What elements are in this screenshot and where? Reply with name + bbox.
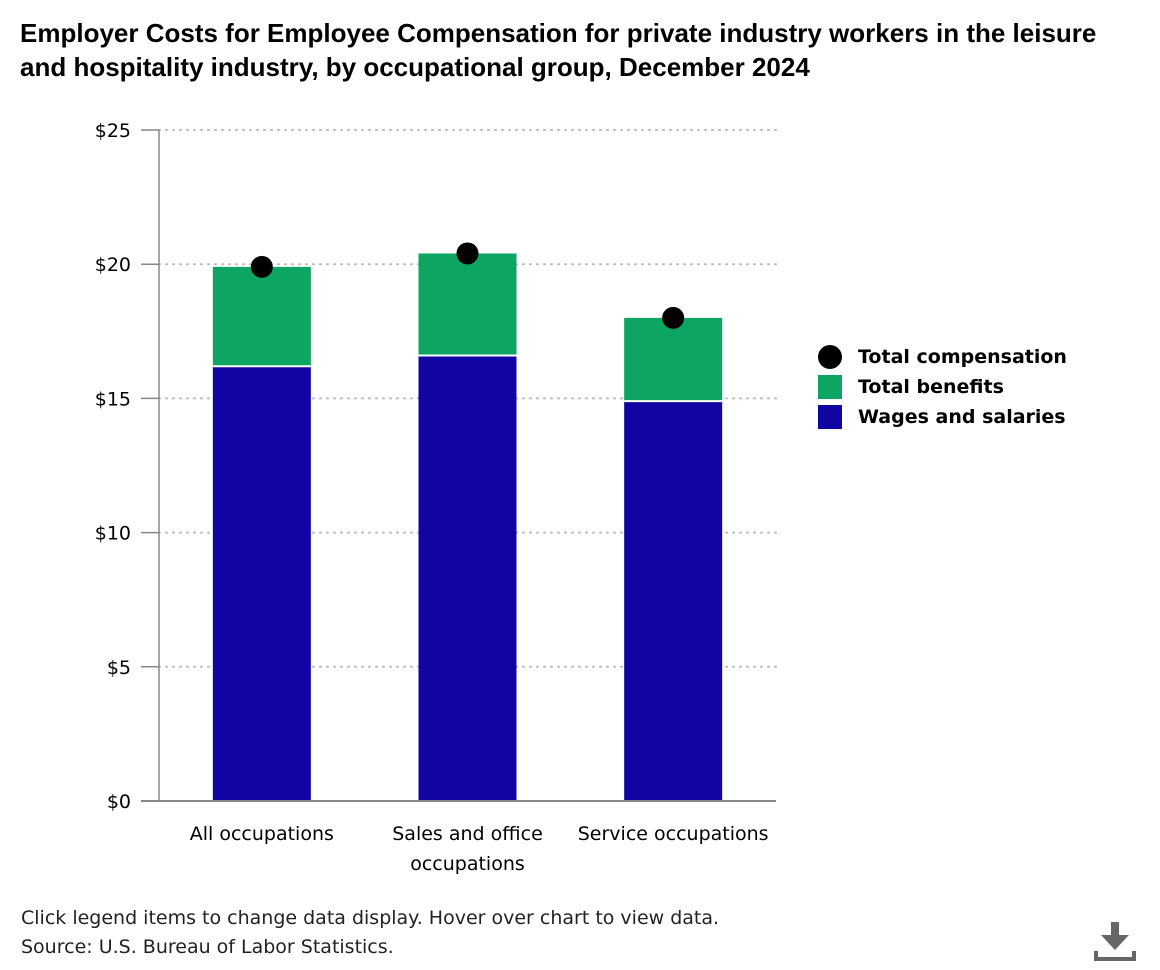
bar-total-benefits[interactable]: [624, 317, 723, 402]
blue-square-icon: [818, 405, 842, 429]
x-tick-label: occupations: [410, 853, 525, 875]
chart-plot: $0 $5 $10 $15 $20 $25 All occupations Sales and…: [95, 120, 777, 875]
chart-footer: Click legend items to change data displa…: [21, 904, 719, 962]
y-tick-label: $5: [107, 657, 131, 679]
y-tick-label: $10: [95, 523, 131, 545]
y-tick-label: $0: [107, 791, 131, 813]
legend: Total compensation Total benefits Wages …: [818, 342, 1067, 432]
bar-total-benefits[interactable]: [212, 266, 311, 367]
download-button[interactable]: [1092, 920, 1138, 964]
chart-title: Employer Costs for Employee Compensation…: [20, 18, 1097, 82]
circle-marker-icon: [818, 345, 842, 369]
bar-wages-and-salaries[interactable]: [624, 401, 723, 801]
legend-item-wages-and-salaries[interactable]: Wages and salaries: [818, 402, 1067, 432]
instructions-text: Click legend items to change data displa…: [21, 907, 720, 929]
y-tick-label: $15: [95, 388, 131, 410]
bar-wages-and-salaries[interactable]: [212, 366, 311, 801]
marker-total-compensation[interactable]: [456, 242, 479, 265]
green-square-icon: [818, 375, 842, 399]
marker-total-compensation[interactable]: [662, 306, 685, 329]
x-tick-label: Sales and office: [392, 823, 543, 845]
legend-item-total-compensation[interactable]: Total compensation: [818, 342, 1067, 372]
x-tick-label: All occupations: [190, 823, 334, 845]
y-tick-label: $25: [95, 120, 131, 142]
source-text: Source: U.S. Bureau of Labor Statistics.: [21, 936, 394, 958]
legend-item-total-benefits[interactable]: Total benefits: [818, 372, 1067, 402]
legend-label: Total compensation: [858, 346, 1067, 368]
download-icon: [1094, 922, 1136, 961]
y-tick-label: $20: [95, 254, 131, 276]
bar-total-benefits[interactable]: [418, 253, 517, 356]
legend-label: Total benefits: [858, 376, 1004, 398]
marker-total-compensation[interactable]: [250, 255, 273, 278]
bar-wages-and-salaries[interactable]: [418, 355, 517, 801]
x-tick-label: Service occupations: [578, 823, 769, 845]
legend-label: Wages and salaries: [858, 406, 1066, 428]
